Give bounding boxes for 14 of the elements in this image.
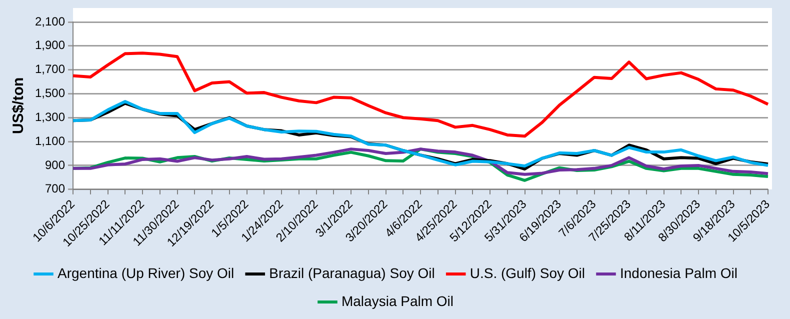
y-tick-label: 700 bbox=[45, 182, 66, 196]
y-tick-label: 1,900 bbox=[35, 38, 66, 52]
legend-label: Indonesia Palm Oil bbox=[620, 264, 738, 281]
y-tick-label: 1,100 bbox=[35, 134, 66, 148]
y-tick-label: 1,300 bbox=[35, 110, 66, 124]
y-axis-title: US$/ton bbox=[10, 77, 28, 134]
legend-label: Brazil (Paranagua) Soy Oil bbox=[269, 264, 435, 281]
y-tick-label: 2,100 bbox=[35, 14, 66, 28]
legend-label: Malaysia Palm Oil bbox=[341, 292, 454, 309]
y-tick-label: 1,500 bbox=[35, 86, 66, 100]
legend-label: Argentina (Up River) Soy Oil bbox=[58, 264, 234, 281]
y-tick-label: 900 bbox=[45, 158, 66, 172]
legend-label: U.S. (Gulf) Soy Oil bbox=[470, 264, 585, 281]
y-tick-label: 1,700 bbox=[35, 62, 66, 76]
